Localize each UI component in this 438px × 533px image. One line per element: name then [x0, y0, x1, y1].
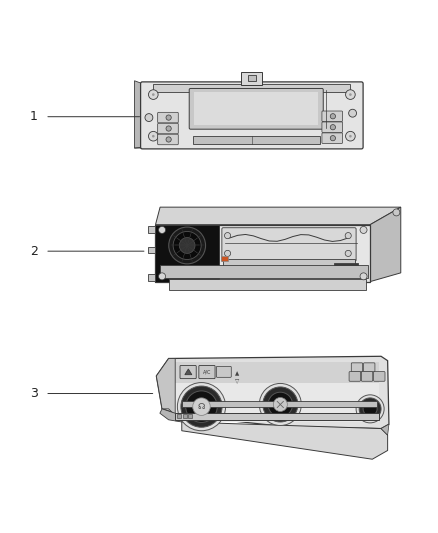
FancyBboxPatch shape	[361, 372, 373, 381]
FancyBboxPatch shape	[222, 228, 356, 261]
Circle shape	[225, 251, 231, 256]
Text: ☊: ☊	[198, 402, 205, 411]
Bar	[169, 279, 366, 290]
Circle shape	[259, 383, 301, 425]
Circle shape	[159, 273, 166, 280]
Polygon shape	[156, 356, 389, 429]
FancyBboxPatch shape	[349, 372, 360, 381]
Circle shape	[346, 131, 355, 141]
Circle shape	[349, 109, 357, 117]
FancyBboxPatch shape	[351, 363, 363, 372]
Circle shape	[148, 131, 158, 141]
Bar	[193, 136, 320, 143]
Polygon shape	[182, 422, 388, 459]
Bar	[182, 401, 377, 407]
Circle shape	[268, 392, 293, 417]
Bar	[194, 92, 318, 125]
Circle shape	[349, 135, 352, 138]
Text: A/C: A/C	[203, 369, 212, 375]
Circle shape	[181, 386, 222, 427]
Circle shape	[345, 251, 351, 256]
Circle shape	[193, 398, 210, 415]
FancyBboxPatch shape	[158, 112, 178, 123]
Text: ▽: ▽	[235, 379, 239, 384]
Bar	[153, 84, 350, 92]
Circle shape	[152, 135, 155, 138]
Text: ▲: ▲	[235, 372, 239, 377]
Circle shape	[166, 137, 171, 142]
Circle shape	[330, 114, 336, 119]
Circle shape	[169, 227, 205, 264]
Circle shape	[148, 90, 158, 99]
Bar	[175, 413, 379, 420]
Polygon shape	[156, 359, 175, 415]
FancyBboxPatch shape	[199, 366, 215, 378]
Circle shape	[349, 93, 352, 96]
FancyBboxPatch shape	[322, 122, 343, 133]
Circle shape	[330, 135, 336, 141]
Bar	[175, 361, 379, 383]
Circle shape	[186, 391, 217, 423]
Bar	[155, 225, 219, 281]
Text: 3: 3	[30, 387, 38, 400]
FancyBboxPatch shape	[180, 366, 196, 378]
Bar	[241, 72, 262, 85]
Polygon shape	[185, 369, 192, 375]
FancyBboxPatch shape	[216, 366, 231, 377]
Circle shape	[166, 115, 171, 120]
Circle shape	[145, 114, 153, 122]
Circle shape	[263, 387, 298, 422]
Circle shape	[225, 232, 231, 239]
Bar	[148, 247, 155, 253]
Bar	[155, 225, 370, 281]
Circle shape	[177, 383, 226, 431]
FancyBboxPatch shape	[189, 88, 323, 129]
Circle shape	[159, 227, 166, 233]
Bar	[248, 75, 256, 81]
Text: 1: 1	[30, 110, 38, 123]
Circle shape	[346, 90, 355, 99]
Circle shape	[179, 238, 195, 253]
Circle shape	[330, 125, 336, 130]
Circle shape	[173, 231, 201, 260]
Polygon shape	[370, 207, 401, 281]
Polygon shape	[381, 424, 389, 435]
Bar	[183, 414, 187, 418]
Bar	[221, 256, 228, 261]
Bar	[188, 414, 192, 418]
Text: 2: 2	[30, 245, 38, 257]
Circle shape	[360, 227, 367, 233]
Circle shape	[166, 126, 171, 131]
FancyBboxPatch shape	[364, 363, 375, 372]
FancyBboxPatch shape	[322, 111, 343, 122]
Bar	[148, 274, 155, 281]
Bar	[175, 383, 379, 422]
Circle shape	[356, 395, 384, 423]
Bar	[223, 260, 355, 269]
Polygon shape	[160, 409, 182, 422]
FancyBboxPatch shape	[141, 82, 363, 149]
Bar	[148, 226, 155, 232]
Circle shape	[273, 398, 287, 411]
FancyBboxPatch shape	[322, 133, 343, 143]
Bar	[160, 265, 368, 278]
Polygon shape	[155, 207, 401, 225]
Polygon shape	[134, 80, 142, 148]
Circle shape	[363, 402, 377, 416]
FancyBboxPatch shape	[158, 134, 178, 145]
Circle shape	[360, 273, 367, 280]
Circle shape	[393, 209, 400, 216]
Circle shape	[152, 93, 155, 96]
Circle shape	[345, 232, 351, 239]
FancyBboxPatch shape	[158, 123, 178, 134]
FancyBboxPatch shape	[374, 372, 385, 381]
Circle shape	[359, 398, 381, 420]
Bar	[177, 414, 181, 418]
Polygon shape	[134, 147, 361, 148]
